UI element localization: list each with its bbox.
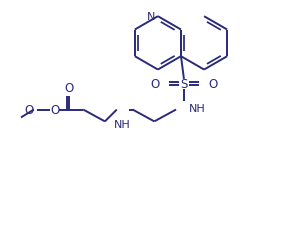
Text: NH: NH xyxy=(114,120,131,130)
Text: O: O xyxy=(65,82,74,95)
Text: NH: NH xyxy=(189,103,206,113)
Text: O: O xyxy=(209,78,218,91)
Text: O: O xyxy=(150,78,159,91)
Text: S: S xyxy=(180,78,188,91)
Text: O: O xyxy=(24,104,34,117)
Text: O: O xyxy=(50,104,59,117)
Text: N: N xyxy=(147,12,155,22)
